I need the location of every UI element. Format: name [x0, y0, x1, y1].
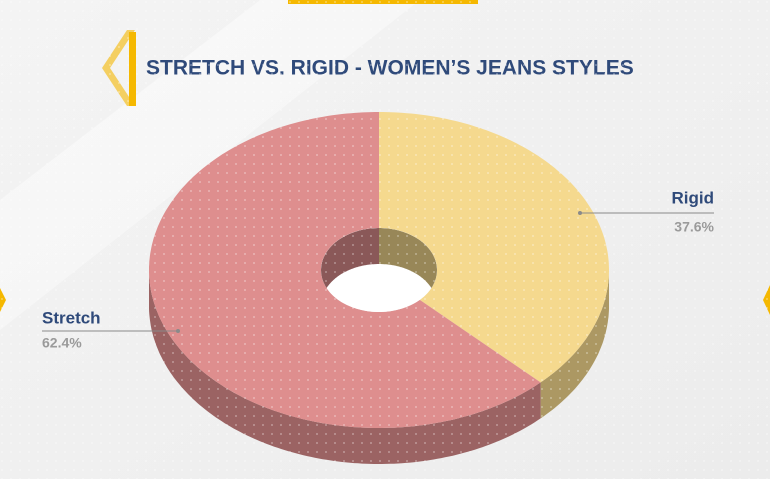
value-label: 62.4%: [42, 335, 82, 351]
category-label: Rigid: [672, 188, 715, 207]
top-accent: [288, 0, 478, 4]
value-label: 37.6%: [674, 219, 714, 235]
category-label: Stretch: [42, 308, 101, 327]
leader-dot: [578, 211, 582, 215]
chart-title: STRETCH VS. RIGID - WOMEN’S JEANS STYLES: [146, 57, 634, 80]
labels: Rigid 37.6% Stretch 62.4%: [42, 188, 715, 351]
leader-dot: [176, 329, 180, 333]
title-accent: [129, 32, 136, 106]
